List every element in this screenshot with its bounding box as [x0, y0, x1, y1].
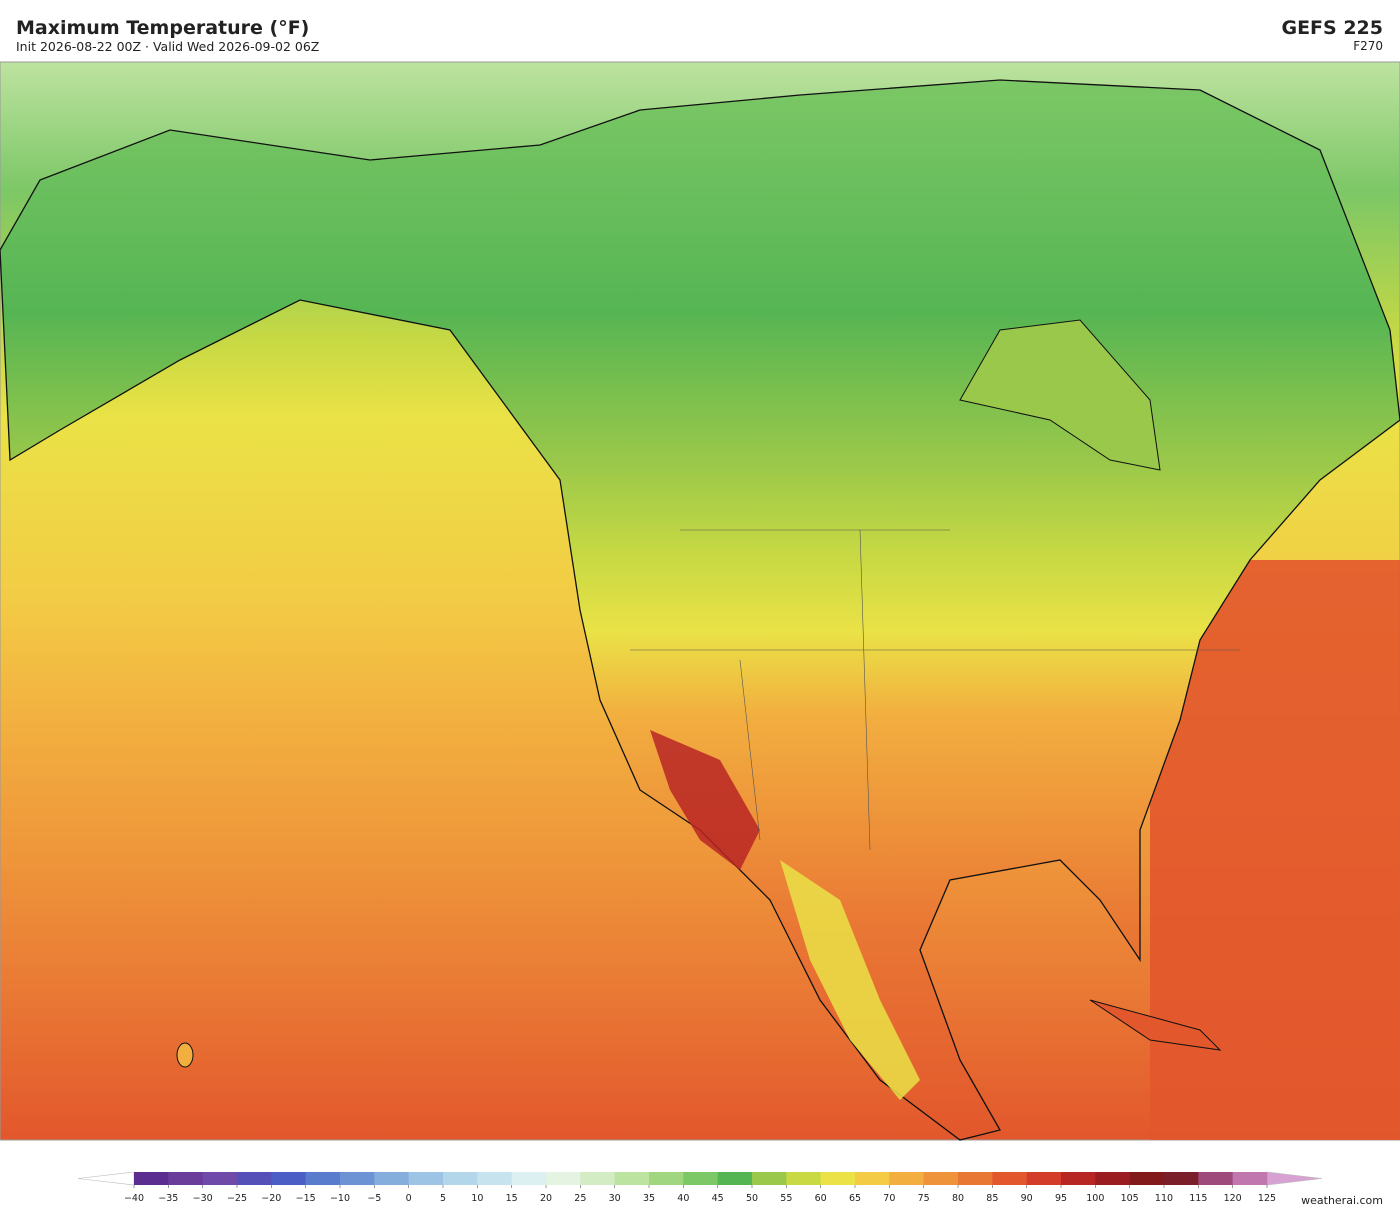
- colorbar-bin: [202, 1172, 238, 1185]
- colorbar-bin: [477, 1172, 512, 1185]
- title: Maximum Temperature (°F): [16, 17, 309, 39]
- colorbar-tick-label: 40: [677, 1193, 689, 1204]
- colorbar-tick-label: 105: [1121, 1193, 1139, 1204]
- colorbar-bin: [580, 1172, 615, 1185]
- colorbar-bin: [614, 1172, 650, 1185]
- colorbar-tick-label: 125: [1258, 1193, 1276, 1204]
- colorbar-tick-label: 30: [609, 1193, 621, 1204]
- model-label: GEFS 225: [1281, 17, 1383, 39]
- colorbar-bin: [305, 1172, 341, 1185]
- colorbar-tick-label: 115: [1189, 1193, 1207, 1204]
- colorbar-tick-label: 120: [1224, 1193, 1242, 1204]
- colorbar-tick-label: 45: [712, 1193, 724, 1204]
- colorbar-bin: [374, 1172, 409, 1185]
- colorbar-bin: [958, 1172, 993, 1185]
- colorbar-bin: [168, 1172, 203, 1185]
- desert-hot-spot: [650, 730, 760, 870]
- colorbar-bin: [1164, 1172, 1199, 1185]
- mexican-highlands: [780, 860, 920, 1100]
- colorbar-bin: [340, 1172, 375, 1185]
- colorbar-tick-label: −5: [367, 1193, 381, 1204]
- colorbar-bin: [408, 1172, 444, 1185]
- colorbar-tick-label: −20: [261, 1193, 281, 1204]
- colorbar-bin: [443, 1172, 478, 1185]
- colorbar-tick-label: 65: [849, 1193, 861, 1204]
- cuba: [1089, 999, 1222, 1051]
- colorbar-tick-label: 15: [506, 1193, 518, 1204]
- colorbar-tick-label: 60: [815, 1193, 827, 1204]
- colorbar-bin: [649, 1172, 684, 1185]
- colorbar-tick-label: 70: [883, 1193, 895, 1204]
- colorbar-bin: [1198, 1172, 1233, 1185]
- colorbar-bin: [1026, 1172, 1062, 1185]
- colorbar-bin: [889, 1172, 924, 1185]
- colorbar-bin: [271, 1172, 306, 1185]
- colorbar-tick-label: 95: [1055, 1193, 1067, 1204]
- colorbar-tick-label: 100: [1086, 1193, 1104, 1204]
- colorbar-tick-label: −15: [296, 1193, 316, 1204]
- colorbar-tick-label: 85: [986, 1193, 998, 1204]
- colorbar-bin: [546, 1172, 581, 1185]
- colorbar-tick-label: 90: [1021, 1193, 1033, 1204]
- colorbar-over: [1266, 1171, 1323, 1186]
- colorbar-tick-label: 35: [643, 1193, 655, 1204]
- colorbar-bin: [923, 1172, 959, 1185]
- colorbar-bin: [717, 1172, 753, 1185]
- colorbar-tick-label: −30: [193, 1193, 213, 1204]
- colorbar-tick-label: 80: [952, 1193, 964, 1204]
- colorbar-bin: [511, 1172, 547, 1185]
- hudson-bay: [959, 319, 1161, 471]
- colorbar-bin: [683, 1172, 718, 1185]
- colorbar-bin: [237, 1172, 272, 1185]
- colorbar-tick-label: 50: [746, 1193, 758, 1204]
- forecast-hour: F270: [1353, 39, 1383, 53]
- colorbar-tick-label: 5: [440, 1193, 446, 1204]
- colorbar-tick-label: 55: [780, 1193, 792, 1204]
- colorbar-tick-label: −40: [124, 1193, 144, 1204]
- map: [0, 61, 1400, 1141]
- colorbar-tick-label: −10: [330, 1193, 350, 1204]
- colorbar-bin: [992, 1172, 1027, 1185]
- colorbar-bin: [820, 1172, 856, 1185]
- colorbar-tick-label: 75: [918, 1193, 930, 1204]
- colorbar-bin: [1095, 1172, 1130, 1185]
- colorbar-bin: [1232, 1172, 1268, 1185]
- colorbar-bin: [786, 1172, 821, 1185]
- hawaii: [176, 1042, 194, 1068]
- colorbar-tick-label: 10: [471, 1193, 483, 1204]
- colorbar-bin: [134, 1172, 169, 1185]
- colorbar-tick-label: −35: [158, 1193, 178, 1204]
- colorbar-bin: [1129, 1172, 1165, 1185]
- colorbar-tick-label: 25: [574, 1193, 586, 1204]
- colorbar-under: [77, 1171, 135, 1186]
- borders: [630, 529, 1240, 851]
- colorbar-bin: [1061, 1172, 1096, 1185]
- credit: weatherai.com: [1301, 1194, 1383, 1207]
- colorbar-bin: [855, 1172, 890, 1185]
- colorbar-tick-label: 0: [406, 1193, 412, 1204]
- colorbar: −40 −35 −30 −25 −20 −15 −10 −5 0 5 10 15 20 25 30 35 40 4…: [77, 1171, 1323, 1204]
- colorbar-tick-label: 110: [1155, 1193, 1173, 1204]
- subtitle: Init 2026-08-22 00Z · Valid Wed 2026-09-…: [16, 39, 319, 54]
- colorbar-bin: [752, 1172, 787, 1185]
- colorbar-tick-label: −25: [227, 1193, 247, 1204]
- colorbar-tick-label: 20: [540, 1193, 552, 1204]
